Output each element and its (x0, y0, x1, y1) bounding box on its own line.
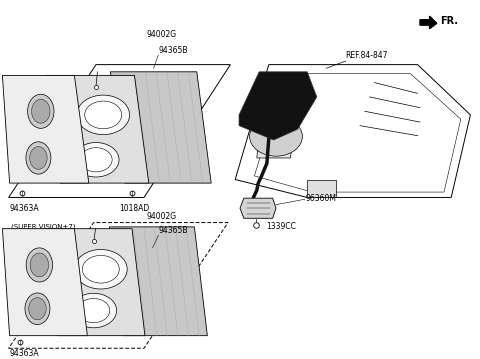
Polygon shape (2, 229, 87, 336)
Circle shape (74, 250, 127, 289)
Circle shape (77, 95, 130, 135)
Polygon shape (307, 180, 336, 197)
Circle shape (71, 293, 117, 328)
Text: 96360M: 96360M (305, 194, 336, 203)
Polygon shape (239, 72, 317, 140)
Text: 94002G: 94002G (146, 212, 177, 221)
Text: 94360D: 94360D (10, 303, 40, 312)
Text: 1339CC: 1339CC (266, 222, 296, 231)
Polygon shape (2, 75, 89, 183)
Circle shape (83, 256, 119, 283)
Text: 94365B: 94365B (158, 46, 188, 55)
Circle shape (80, 148, 112, 172)
Text: 94002G: 94002G (146, 31, 177, 39)
Ellipse shape (28, 94, 54, 129)
Ellipse shape (30, 253, 48, 277)
Ellipse shape (30, 146, 47, 169)
Text: 94365B: 94365B (158, 226, 188, 235)
Ellipse shape (26, 142, 51, 174)
Text: 94363A: 94363A (10, 204, 39, 213)
Ellipse shape (25, 293, 50, 325)
Polygon shape (240, 198, 276, 218)
Text: 1018AD: 1018AD (119, 204, 149, 213)
Text: REF.84-847: REF.84-847 (346, 51, 388, 60)
Polygon shape (44, 229, 145, 336)
Text: (SUPER VISION+7): (SUPER VISION+7) (11, 223, 75, 230)
Ellipse shape (29, 298, 46, 320)
Polygon shape (46, 75, 149, 183)
Text: FR.: FR. (441, 16, 458, 26)
Polygon shape (420, 16, 437, 29)
Text: 94360D: 94360D (10, 130, 40, 139)
Circle shape (84, 101, 122, 129)
Polygon shape (257, 108, 298, 158)
Circle shape (77, 298, 110, 323)
Polygon shape (109, 227, 207, 336)
Polygon shape (110, 72, 211, 183)
Circle shape (250, 117, 302, 156)
Text: 94120A: 94120A (46, 101, 75, 109)
Circle shape (73, 143, 119, 177)
Ellipse shape (26, 248, 53, 282)
Text: 94120A: 94120A (46, 279, 75, 288)
Ellipse shape (32, 99, 50, 123)
Text: 94363A: 94363A (10, 349, 39, 358)
